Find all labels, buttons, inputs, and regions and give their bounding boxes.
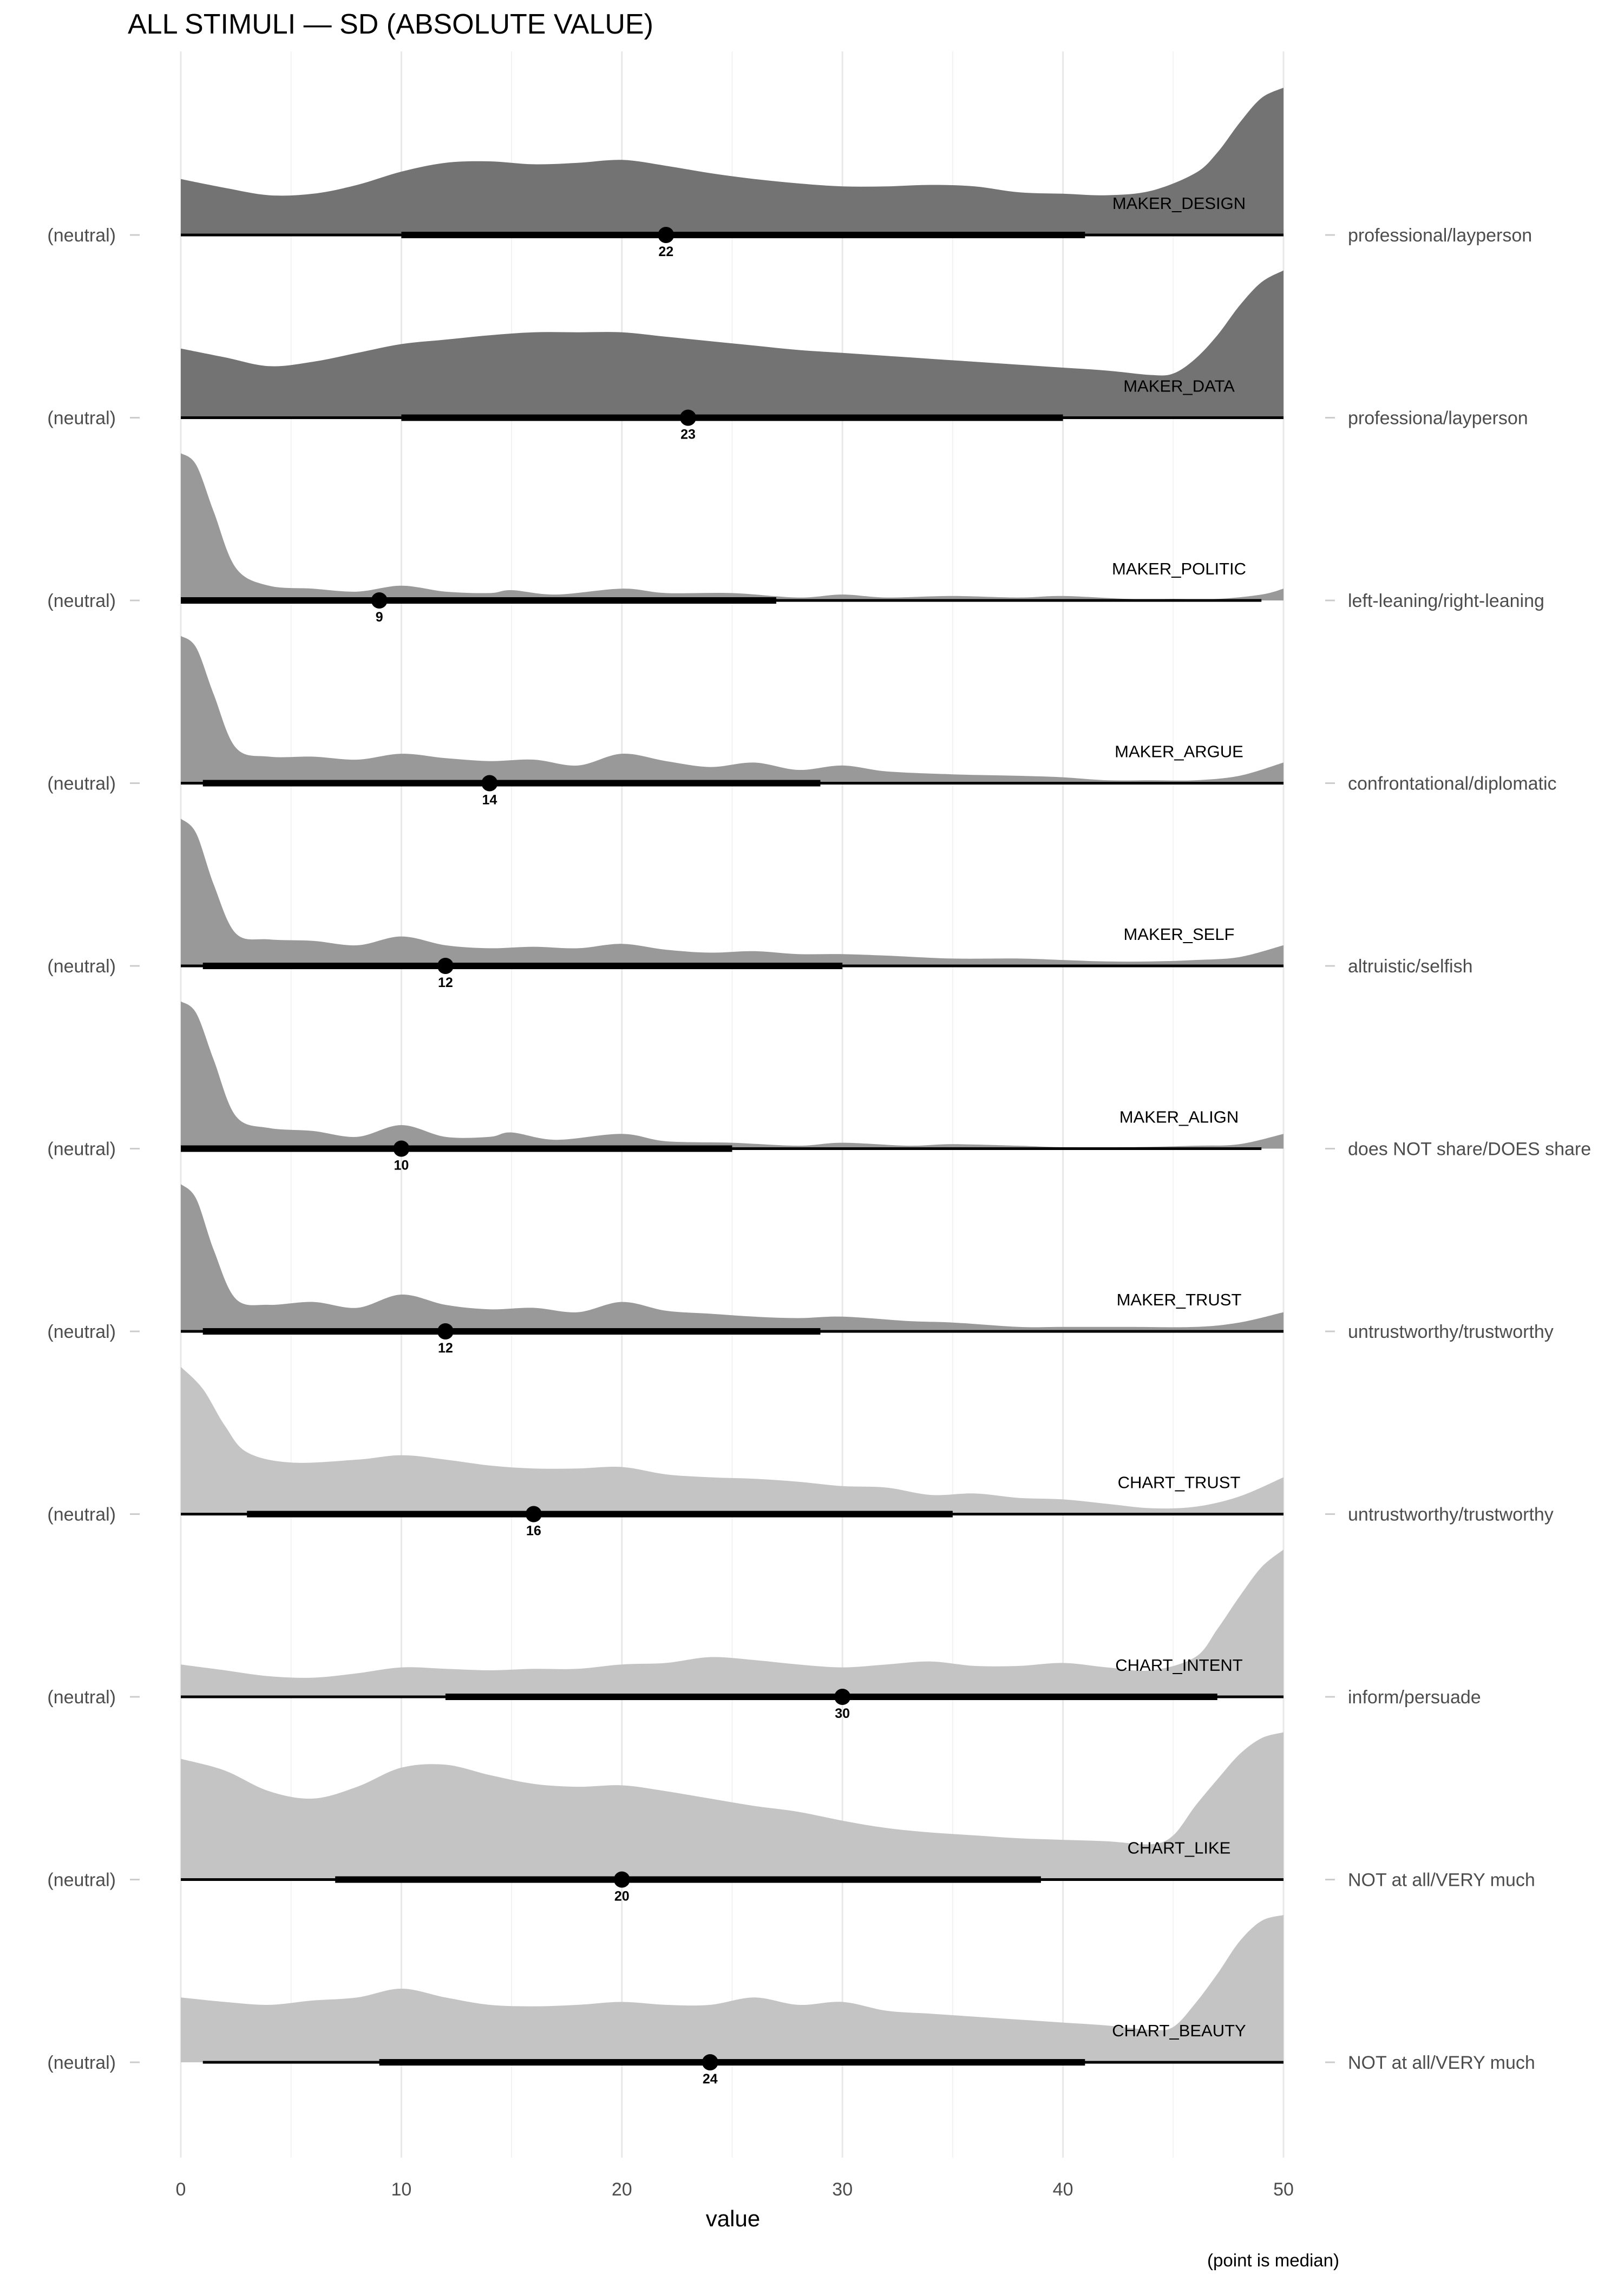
left-axis-label: (neutral): [47, 1322, 116, 1342]
ridge-row-maker-design: 22 MAKER_DESIGN (neutral) professional/layp…: [47, 88, 1532, 259]
density-area: [181, 1915, 1284, 2062]
density-area: [181, 1550, 1284, 1697]
right-axis-label: professional/layperson: [1348, 225, 1532, 246]
series-label: MAKER_SELF: [1123, 925, 1234, 944]
ridge-row-maker-argue: 14 MAKER_ARGUE (neutral) confrontational/di…: [47, 636, 1557, 808]
series-label: CHART_LIKE: [1128, 1839, 1231, 1858]
right-axis-label: does NOT share/DOES share: [1348, 1139, 1591, 1160]
chart-caption: (point is median): [1207, 2250, 1339, 2270]
median-point: [525, 1506, 542, 1522]
median-point: [702, 2054, 718, 2070]
right-axis-label: NOT at all/VERY much: [1348, 1870, 1535, 1891]
ridge-row-maker-self: 12 MAKER_SELF (neutral) altruistic/selfish: [47, 819, 1473, 990]
x-axis-title: value: [706, 2206, 760, 2231]
median-point: [371, 592, 388, 609]
left-axis-label: (neutral): [47, 225, 116, 246]
median-point: [481, 775, 498, 792]
density-area: [181, 636, 1284, 783]
density-area: [181, 270, 1284, 418]
median-point: [437, 1323, 454, 1339]
median-label: 10: [394, 1158, 409, 1173]
ridge-row-maker-trust: 12 MAKER_TRUST (neutral) untrustworthy/trus…: [47, 1184, 1554, 1356]
median-label: 23: [680, 427, 696, 442]
series-label: CHART_TRUST: [1118, 1473, 1241, 1492]
median-label: 16: [526, 1524, 541, 1539]
right-axis-label: altruistic/selfish: [1348, 956, 1473, 977]
right-axis-label: professiona/layperson: [1348, 408, 1528, 429]
ridge-row-maker-politic: 9 MAKER_POLITIC (neutral) left-leaning/righ…: [47, 453, 1544, 625]
left-axis-label: (neutral): [47, 774, 116, 794]
median-point: [680, 409, 697, 426]
ridge-row-chart-like: 20 CHART_LIKE (neutral) NOT at all/VERY muc…: [47, 1732, 1535, 1904]
right-axis-label: inform/persuade: [1348, 1687, 1481, 1708]
density-area: [181, 88, 1284, 235]
median-label: 24: [703, 2072, 718, 2087]
median-point: [437, 958, 454, 974]
right-axis-label: left-leaning/right-leaning: [1348, 591, 1544, 611]
series-label: CHART_BEAUTY: [1112, 2021, 1246, 2040]
right-axis-label: confrontational/diplomatic: [1348, 774, 1557, 794]
median-label: 12: [438, 975, 453, 990]
median-point: [658, 227, 675, 243]
median-label: 30: [835, 1706, 850, 1721]
left-axis-label: (neutral): [47, 408, 116, 429]
left-axis-label: (neutral): [47, 1139, 116, 1160]
right-axis-label: untrustworthy/trustworthy: [1348, 1322, 1554, 1342]
x-tick-label: 20: [612, 2179, 632, 2200]
median-label: 20: [614, 1889, 630, 1904]
median-point: [613, 1871, 630, 1888]
series-label: CHART_INTENT: [1115, 1656, 1242, 1675]
ridge-row-maker-align: 10 MAKER_ALIGN (neutral) does NOT share/DOE…: [47, 1001, 1591, 1173]
series-label: MAKER_ALIGN: [1119, 1108, 1239, 1127]
x-tick-label: 10: [391, 2179, 411, 2200]
median-label: 14: [482, 793, 497, 808]
median-label: 22: [658, 244, 673, 259]
density-area: [181, 1184, 1284, 1331]
density-area: [181, 1367, 1284, 1514]
left-axis-label: (neutral): [47, 1505, 116, 1525]
chart-title: ALL STIMULI — SD (ABSOLUTE VALUE): [128, 9, 653, 40]
left-axis-label: (neutral): [47, 1687, 116, 1708]
series-label: MAKER_ARGUE: [1115, 742, 1243, 761]
ridge-row-chart-trust: 16 CHART_TRUST (neutral) untrustworthy/trus…: [47, 1367, 1554, 1539]
x-tick-label: 30: [832, 2179, 853, 2200]
median-label: 9: [376, 610, 383, 625]
left-axis-label: (neutral): [47, 591, 116, 611]
ridge-row-chart-beauty: 24 CHART_BEAUTY (neutral) NOT at all/VERY m…: [47, 1915, 1535, 2087]
series-label: MAKER_TRUST: [1117, 1290, 1242, 1309]
series-label: MAKER_POLITIC: [1112, 559, 1246, 578]
density-area: [181, 819, 1284, 966]
median-label: 12: [438, 1341, 453, 1356]
right-axis-label: NOT at all/VERY much: [1348, 2053, 1535, 2073]
left-axis-label: (neutral): [47, 956, 116, 977]
series-label: MAKER_DATA: [1123, 377, 1235, 396]
median-point: [393, 1140, 410, 1157]
ridge-row-chart-intent: 30 CHART_INTENT (neutral) inform/persuade: [47, 1550, 1481, 1721]
density-area: [181, 1001, 1284, 1149]
left-axis-label: (neutral): [47, 2053, 116, 2073]
x-tick-label: 50: [1273, 2179, 1294, 2200]
x-axis: 0 10 20 30 40 50: [176, 2179, 1294, 2200]
median-point: [834, 1689, 851, 1705]
x-tick-label: 40: [1053, 2179, 1073, 2200]
ridge-row-maker-data: 23 MAKER_DATA (neutral) professiona/laypers…: [47, 270, 1528, 442]
right-axis-label: untrustworthy/trustworthy: [1348, 1505, 1554, 1525]
x-tick-label: 0: [176, 2179, 186, 2200]
ridge-rows: 22 MAKER_DESIGN (neutral) professional/layp…: [47, 88, 1591, 2087]
left-axis-label: (neutral): [47, 1870, 116, 1891]
density-area: [181, 1732, 1284, 1880]
series-label: MAKER_DESIGN: [1112, 194, 1246, 213]
